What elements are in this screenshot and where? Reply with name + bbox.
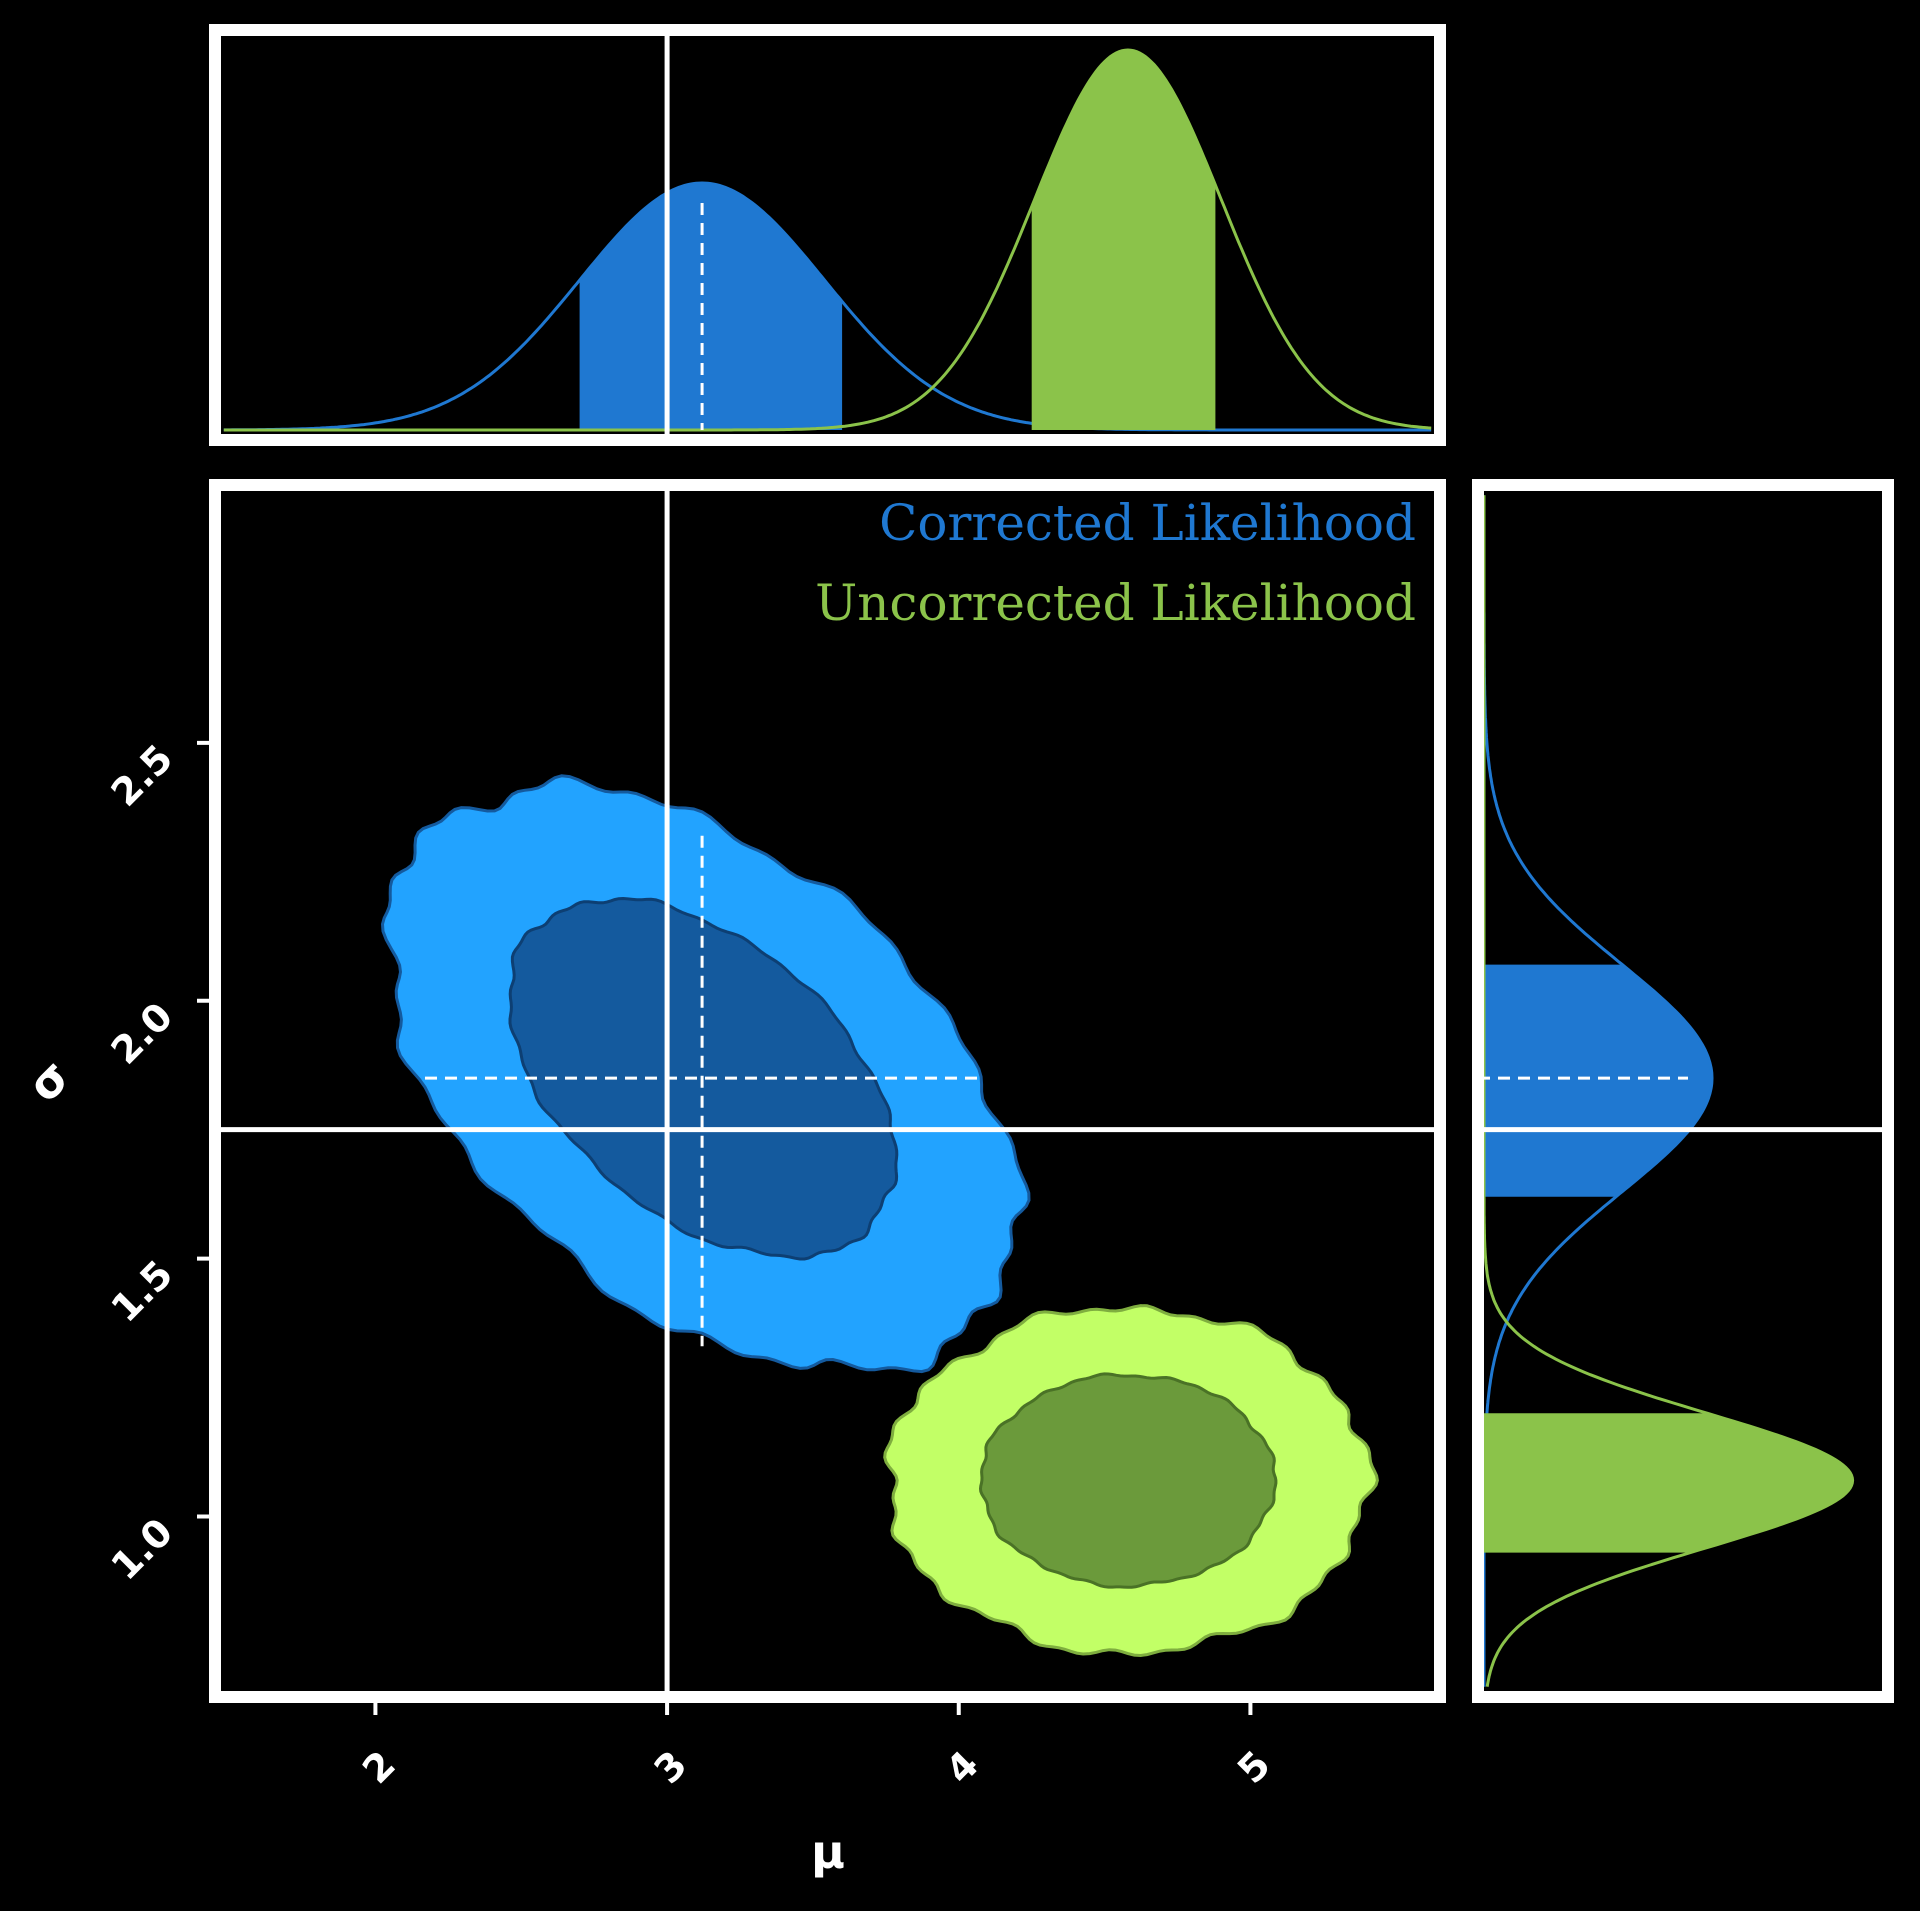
top-density-line-0 (223, 181, 1432, 432)
x-tick-label-2: 4 (937, 1742, 987, 1792)
legend: Corrected Likelihood Uncorrected Likelih… (815, 494, 1416, 632)
legend-entry-corrected: Corrected Likelihood (879, 494, 1416, 552)
main-panel-frame (209, 479, 1446, 1703)
right-panel-frame (1472, 479, 1894, 1703)
x-axis-label: μ (811, 1825, 845, 1879)
y-tick-label-0: 1.0 (103, 1510, 182, 1589)
top-panel-frame (209, 24, 1446, 446)
x-tick-label-1: 3 (646, 1742, 696, 1792)
top-marginal-panel (209, 24, 1446, 446)
y-tick-label-2: 2.0 (103, 994, 182, 1073)
x-tick-label-0: 2 (354, 1742, 404, 1792)
top-interval-fill-0 (579, 183, 843, 430)
x-tick-label-3: 5 (1229, 1742, 1279, 1792)
y-tick-label-1: 1.5 (103, 1252, 182, 1331)
y-axis-label: σ (17, 1049, 81, 1113)
right-interval-fill-1 (1484, 1413, 1853, 1553)
right-marginal-panel (1472, 479, 1894, 1703)
contour-inner-1 (978, 1372, 1278, 1589)
right-interval-fill-0 (1484, 964, 1712, 1197)
top-interval-fill-1 (1031, 50, 1216, 430)
y-tick-label-3: 2.5 (103, 736, 182, 815)
top-density-line-1 (223, 48, 1432, 432)
legend-entry-uncorrected: Uncorrected Likelihood (815, 574, 1416, 632)
joint-contour-panel (209, 479, 1446, 1703)
